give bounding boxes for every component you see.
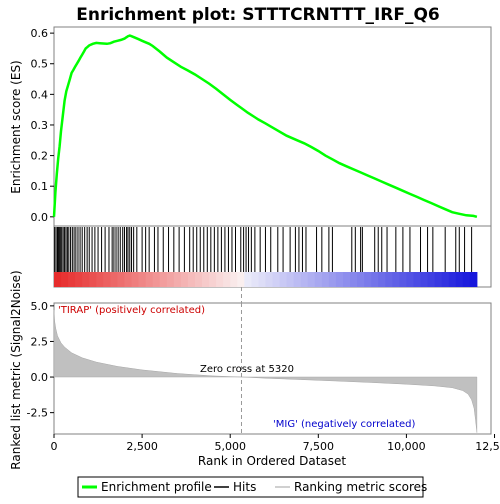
x-tick-label: 0 [51,440,58,453]
colorbar-segment [308,272,316,287]
legend-label-hits: Hits [233,480,256,494]
colorbar-segment [315,272,323,287]
colorbar-segment [406,272,414,287]
x-tick-label: 5,000 [214,440,246,453]
es-y-tick-label: 0.3 [31,119,49,132]
chart-title: Enrichment plot: STTTCRNTTT_IRF_Q6 [76,5,440,25]
x-tick-label: 2,500 [126,440,158,453]
ranking-y-tick-label: 5.0 [31,300,49,313]
ranking-y-tick-label: 0.0 [31,371,49,384]
colorbar-segment [103,272,111,287]
colorbar-segment [413,272,421,287]
es-y-tick-label: 0.0 [31,211,49,224]
colorbar-segment [124,272,132,287]
colorbar-segment [230,272,238,287]
x-tick-label: 12,500 [475,440,500,453]
colorbar-segment [160,272,168,287]
colorbar-segment [322,272,330,287]
x-axis-label: Rank in Ordered Dataset [198,454,346,468]
colorbar-segment [209,272,217,287]
positive-correlation-label: 'TIRAP' (positively correlated) [58,305,205,316]
colorbar-segment [463,272,471,287]
x-tick-label: 7,500 [303,440,335,453]
es-y-tick-label: 0.4 [31,88,49,101]
colorbar-segment [435,272,443,287]
colorbar-segment [146,272,154,287]
colorbar-segment [61,272,69,287]
x-tick-label: 10,000 [387,440,426,453]
ranking-y-tick-label: -2.5 [27,407,48,420]
colorbar-segment [336,272,344,287]
colorbar-segment [258,272,266,287]
colorbar-segment [244,272,252,287]
colorbar-segment [110,272,118,287]
colorbar-segment [442,272,450,287]
colorbar-segment [202,272,210,287]
colorbar-segment [237,272,245,287]
colorbar-segment [174,272,182,287]
colorbar-segment [273,272,281,287]
colorbar-segment [132,272,140,287]
ranking-axis: 5.0 2.5 0.0 -2.5 [27,300,54,420]
colorbar-segment [449,272,457,287]
legend-label-enrichment: Enrichment profile [101,480,212,494]
colorbar-segment [301,272,309,287]
colorbar-segment [399,272,407,287]
colorbar-segment [329,272,337,287]
colorbar-segment [68,272,76,287]
negative-correlation-label: 'MIG' (negatively correlated) [273,419,415,430]
colorbar-segment [96,272,104,287]
es-y-tick-label: 0.2 [31,150,49,163]
colorbar-segment [350,272,358,287]
colorbar-segment [364,272,372,287]
colorbar-segment [117,272,125,287]
colorbar-segment [392,272,400,287]
ranking-y-tick-label: 2.5 [31,335,49,348]
colorbar-segment [75,272,83,287]
colorbar-segment [89,272,97,287]
ranking-y-axis-label: Ranked list metric (Signal2Noise) [9,270,23,469]
colorbar-segment [294,272,302,287]
x-axis: 0 2,500 5,000 7,500 10,000 12,500 [51,434,500,453]
colorbar-segment [371,272,379,287]
colorbar-segment [195,272,203,287]
legend-label-ranking: Ranking metric scores [294,480,427,494]
es-y-tick-label: 0.6 [31,27,49,40]
es-y-tick-label: 0.5 [31,58,49,71]
colorbar-segment [167,272,175,287]
es-y-axis-label: Enrichment score (ES) [9,60,23,193]
colorbar-segment [153,272,161,287]
colorbar-segment [343,272,351,287]
colorbar-segment [139,272,147,287]
es-y-tick-label: 0.1 [31,180,49,193]
es-axis: 0.0 0.1 0.2 0.3 0.4 0.5 0.6 [31,27,55,224]
colorbar-segment [188,272,196,287]
colorbar-segment [251,272,259,287]
colorbar-segment [216,272,224,287]
colorbar-segment [470,272,478,287]
colorbar-segment [280,272,288,287]
colorbar-segment [265,272,273,287]
colorbar-segment [287,272,295,287]
colorbar-segment [181,272,189,287]
colorbar-segment [421,272,429,287]
colorbar-segment [456,272,464,287]
colorbar-segment [82,272,90,287]
colorbar-segment [357,272,365,287]
colorbar-segment [385,272,393,287]
colorbar-segment [223,272,231,287]
colorbar-segment [54,272,62,287]
colorbar-segment [378,272,386,287]
colorbar-segment [428,272,436,287]
zero-cross-label: Zero cross at 5320 [200,364,294,375]
correlation-colorbar [54,272,477,287]
